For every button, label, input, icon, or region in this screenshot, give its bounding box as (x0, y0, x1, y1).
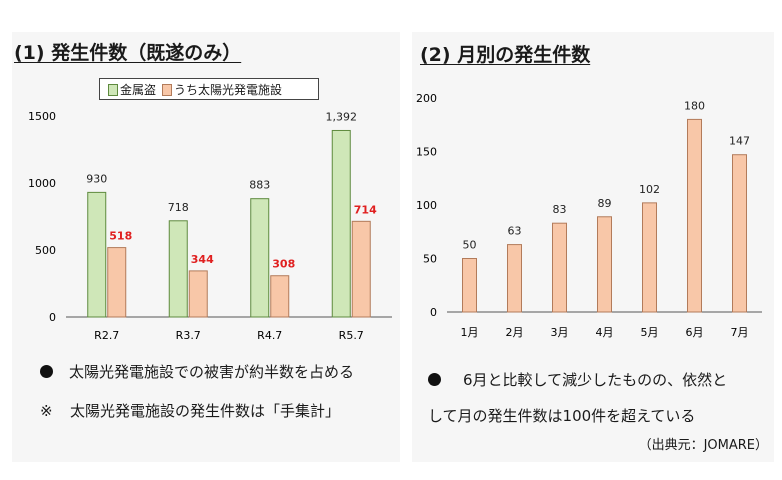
right-note-2: して月の発生件数は100件を超えている (428, 405, 695, 426)
bar-metal-theft (87, 191, 107, 318)
y-tick-label: 200 (416, 92, 437, 105)
y-tick-label: 0 (49, 311, 56, 324)
data-label-month: 180 (684, 99, 705, 112)
bar-month (732, 154, 747, 313)
x-tick-label: 6月 (686, 326, 704, 339)
x-tick-label: 4月 (596, 326, 614, 339)
data-label-month: 50 (463, 239, 477, 252)
x-tick-label: 3月 (551, 326, 569, 339)
data-label-month: 89 (598, 197, 612, 210)
y-tick-label: 1000 (28, 177, 56, 190)
y-tick-label: 500 (35, 244, 56, 257)
data-label-solar: 308 (272, 258, 295, 271)
data-label-solar: 518 (109, 230, 132, 243)
left-chart-legend: 金属盗 うち太陽光発電施設 (99, 78, 319, 100)
legend-item-solar: うち太陽光発電施設 (162, 81, 282, 98)
right-note-1-text: 6月と比較して減少したものの、依然と (463, 371, 728, 389)
legend-swatch-orange (162, 84, 173, 96)
y-tick-label: 100 (416, 199, 437, 212)
left-chart-title: (1) 発生件数（既遂のみ） (14, 42, 242, 64)
x-tick-label: R2.7 (94, 329, 119, 342)
bar-month (687, 118, 702, 313)
bullet-icon (40, 365, 53, 378)
bar-solar (270, 275, 290, 318)
bar-month (552, 222, 567, 313)
x-tick-label: 2月 (506, 326, 524, 339)
x-tick-label: R3.7 (176, 329, 201, 342)
source-credit: （出典元：JOMARE） (638, 438, 768, 453)
x-tick-label: R4.7 (257, 329, 282, 342)
bar-month (597, 216, 612, 313)
data-label-month: 102 (639, 183, 660, 196)
bar-metal-theft (168, 220, 188, 318)
legend-label-series1: 金属盗 (120, 82, 157, 97)
x-tick-label: R5.7 (339, 329, 364, 342)
bar-metal-theft (331, 129, 351, 318)
bar-metal-theft (250, 198, 270, 318)
legend-swatch-green (108, 84, 118, 96)
x-tick-label: 5月 (641, 326, 659, 339)
right-panel (412, 32, 774, 462)
data-label-month: 63 (508, 225, 522, 238)
bar-month (642, 202, 657, 313)
x-tick-label: 1月 (461, 326, 479, 339)
data-label-solar: 344 (191, 253, 214, 266)
y-tick-label: 0 (430, 306, 437, 319)
right-note-2-text: して月の発生件数は100件を超えている (428, 407, 696, 425)
y-tick-label: 1500 (28, 110, 56, 123)
right-note-1: 6月と比較して減少したものの、依然と (428, 369, 727, 390)
bar-solar (351, 220, 371, 318)
bar-solar (107, 247, 127, 318)
left-note-1: 太陽光発電施設での被害が約半数を占める (40, 361, 354, 382)
data-label-metal-theft: 1,392 (326, 110, 358, 123)
left-note-2-text: 太陽光発電施設の発生件数は「手集計」 (70, 402, 341, 420)
bar-solar (188, 270, 208, 318)
bar-month (507, 244, 522, 313)
legend-label-series2: うち太陽光発電施設 (174, 82, 283, 97)
right-chart-title: (2) 月別の発生件数 (420, 44, 591, 66)
data-label-metal-theft: 718 (168, 201, 189, 214)
legend-item-metal-theft: 金属盗 (108, 81, 156, 98)
data-label-month: 147 (729, 135, 750, 148)
data-label-solar: 714 (354, 203, 377, 216)
data-label-metal-theft: 930 (86, 172, 107, 185)
data-label-metal-theft: 883 (249, 179, 270, 192)
bar-month (462, 258, 477, 313)
left-note-1-text: 太陽光発電施設での被害が約半数を占める (69, 363, 355, 381)
left-note-2: ※ 太陽光発電施設の発生件数は「手集計」 (40, 400, 340, 421)
data-label-month: 83 (553, 203, 567, 216)
y-tick-label: 50 (423, 253, 437, 266)
x-tick-label: 7月 (731, 326, 749, 339)
bullet-icon (428, 373, 441, 386)
y-tick-label: 150 (416, 146, 437, 159)
note-mark-icon: ※ (40, 401, 53, 420)
